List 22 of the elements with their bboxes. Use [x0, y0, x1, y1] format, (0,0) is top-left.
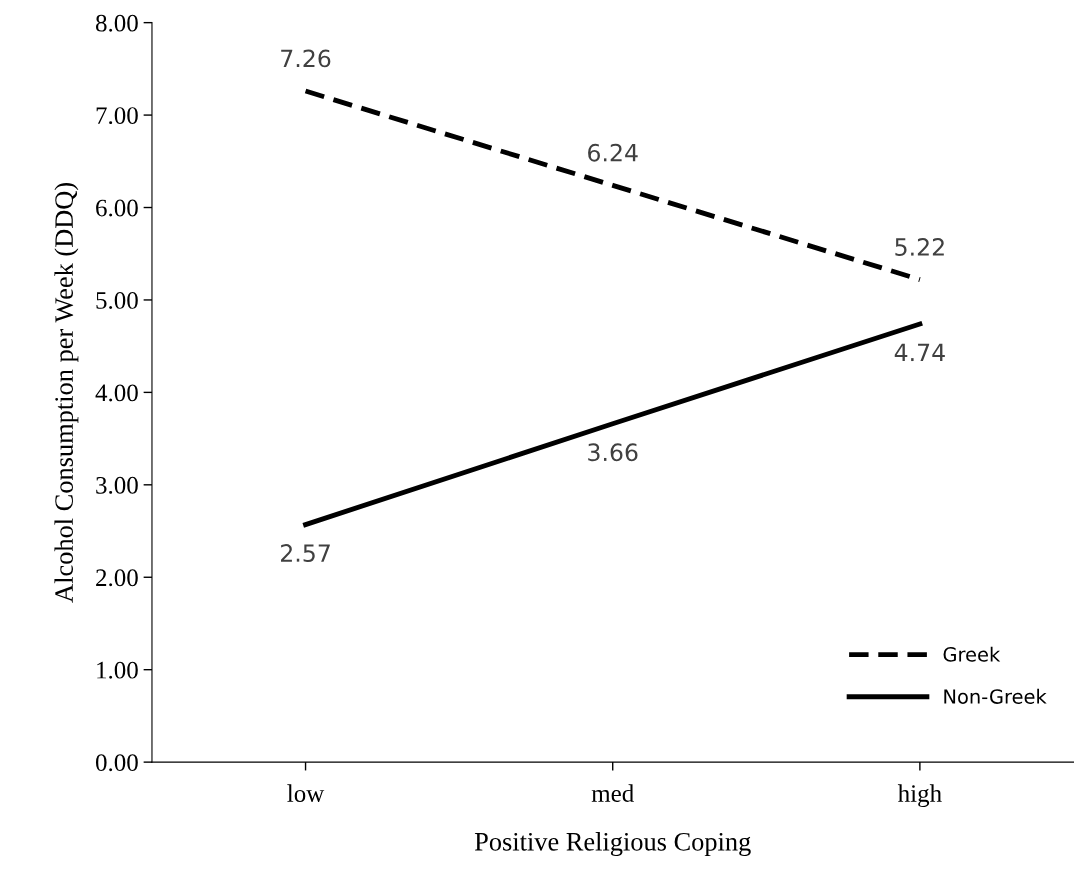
x-tick-label: high	[897, 784, 942, 808]
y-tick-label: 3.00	[96, 476, 138, 494]
y-tick-label: 1.00	[97, 661, 138, 679]
legend-label: Non-Greek	[944, 688, 1047, 704]
data-label: 4.74	[894, 343, 945, 362]
data-label: 2.57	[281, 544, 330, 562]
y-tick-label: 6.00	[96, 199, 138, 217]
data-label: 5.22	[895, 238, 944, 256]
y-tick-label: 4.00	[95, 384, 138, 402]
data-label: 7.26	[281, 49, 331, 68]
y-axis-title: Alcohol Consumption per Week (DDQ)	[54, 183, 79, 603]
y-tick-label: 5.00	[96, 292, 138, 309]
y-tick-label: 7.00	[96, 107, 138, 125]
x-tick-label: low	[287, 784, 325, 802]
data-label: 6.24	[588, 143, 638, 162]
y-tick-label: 0.00	[95, 754, 138, 772]
y-tick-label: 8.00	[95, 14, 138, 32]
legend-label: Greek	[943, 646, 1001, 662]
y-tick-label: 2.00	[96, 569, 138, 587]
x-tick-label: med	[591, 784, 634, 802]
data-label: 3.66	[588, 443, 638, 462]
x-axis-title: Positive Religious Coping	[474, 832, 751, 857]
